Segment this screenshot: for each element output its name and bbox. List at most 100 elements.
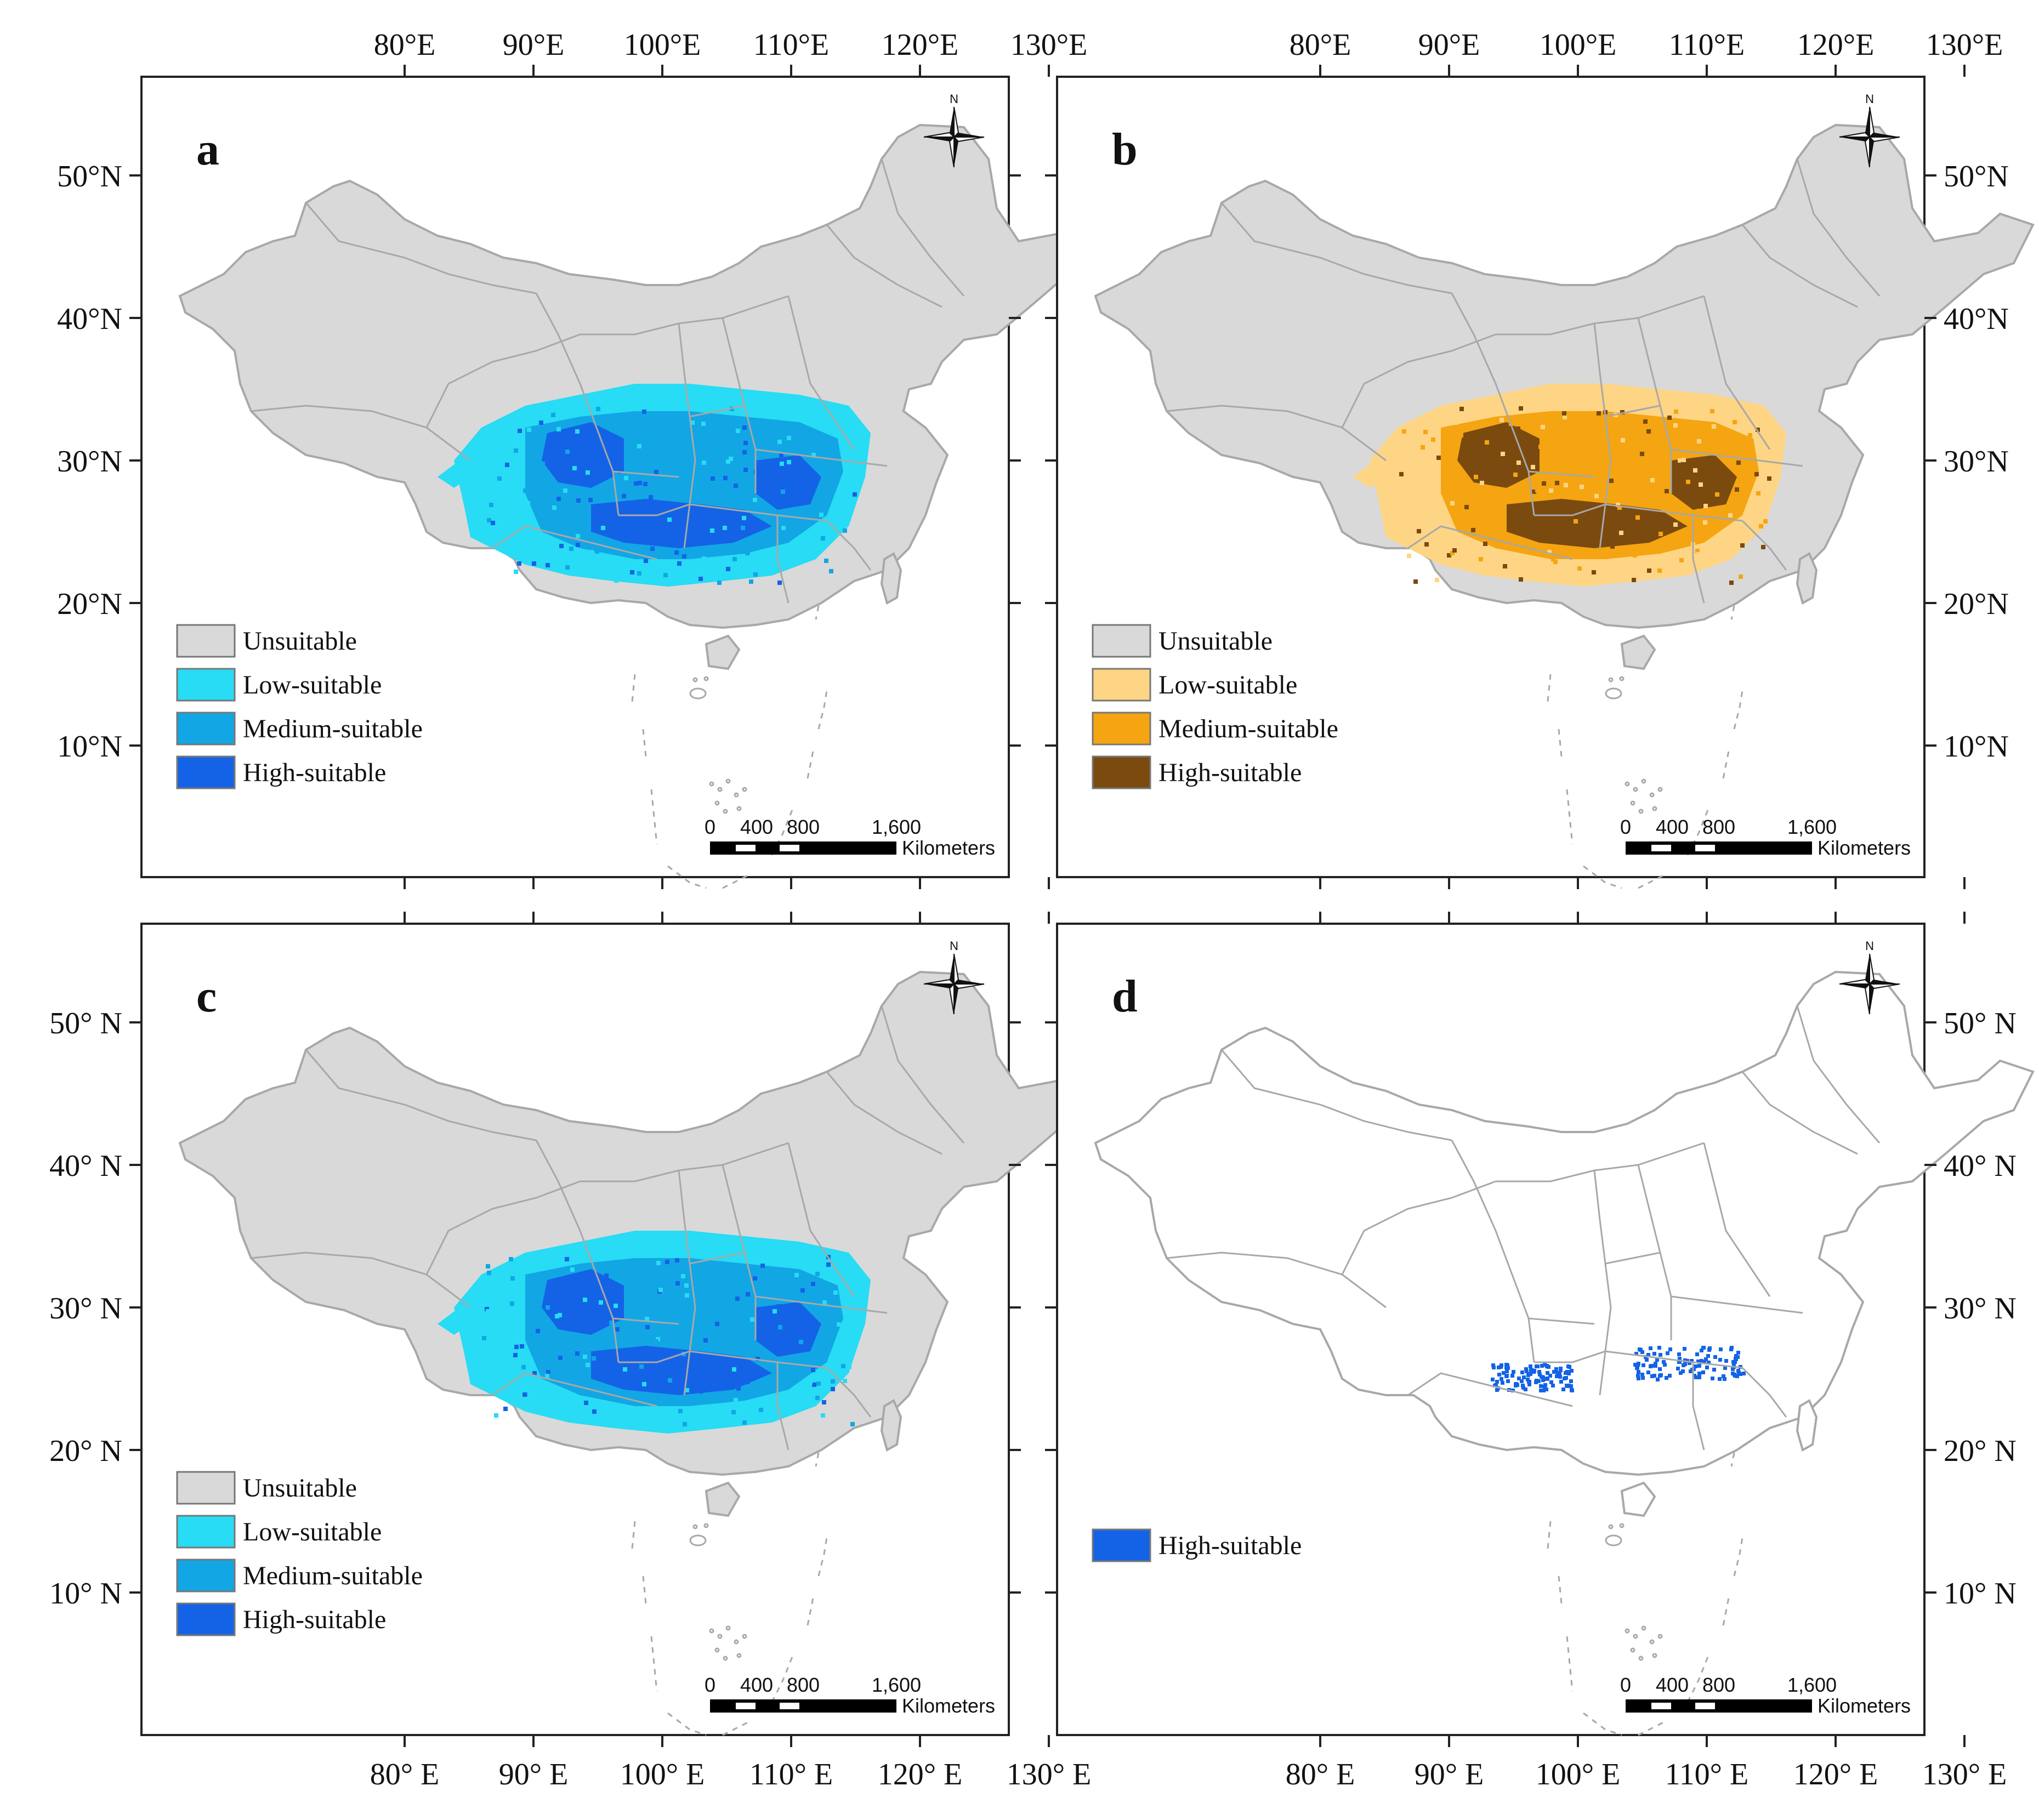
north-arrow-label: N	[950, 92, 958, 106]
suitability-cell	[1632, 578, 1636, 582]
suitability-cell	[1570, 1369, 1574, 1373]
suitability-cell	[779, 453, 783, 457]
suitability-cell	[732, 491, 736, 496]
suitability-cell	[1510, 1374, 1514, 1378]
suitability-cell	[1712, 1368, 1716, 1372]
suitability-cell	[1662, 1360, 1666, 1364]
high-suitable-area	[756, 455, 821, 510]
suitability-cell	[1515, 488, 1519, 493]
suitability-cell	[753, 498, 757, 502]
suitability-cell	[1763, 519, 1768, 524]
suitability-cell	[1655, 1358, 1659, 1362]
suitability-cell	[781, 490, 785, 494]
suitability-cell	[645, 1325, 650, 1329]
suitability-cell	[762, 445, 766, 450]
suitability-cell	[1731, 1360, 1735, 1364]
latitude-label: 40° N	[49, 1149, 122, 1183]
suitability-cell	[1435, 578, 1439, 582]
suitability-cell	[1615, 561, 1619, 565]
suitability-cell	[565, 1257, 569, 1261]
suitability-cell	[551, 413, 555, 417]
suitability-cell	[1686, 480, 1690, 484]
suitability-cell	[1616, 503, 1620, 507]
suitability-cell	[1659, 1353, 1662, 1357]
latitude-label: 30°N	[57, 445, 122, 479]
suitability-cell	[1559, 1368, 1563, 1372]
suitability-cell	[1478, 490, 1482, 494]
suitability-cell	[1544, 1387, 1548, 1391]
map-panel-c: c N 80° E 90° E 100° E 110° E 120° E 130° E 50° …	[49, 912, 1118, 1791]
suitability-cell	[1673, 522, 1678, 527]
scale-bar-tick-label: 0	[1620, 816, 1631, 838]
suitability-cell	[1447, 553, 1451, 558]
suitability-cell	[1512, 1370, 1515, 1374]
suitability-cell	[685, 1293, 689, 1298]
suitability-cell	[1712, 446, 1717, 450]
latitude-label: 10° N	[1944, 1577, 2017, 1611]
longitude-label: 110°E	[753, 28, 830, 62]
suitability-cell	[1679, 1371, 1683, 1375]
suitability-cell	[521, 1365, 526, 1369]
suitability-cell	[1529, 1364, 1532, 1368]
suitability-cell	[1659, 1373, 1663, 1377]
suitability-cell	[1506, 1363, 1509, 1367]
suitability-cell	[610, 407, 614, 412]
suitability-cell	[1701, 1370, 1705, 1374]
scale-bar-unit: Kilometers	[902, 1694, 995, 1717]
suitability-cell	[826, 1294, 830, 1298]
suitability-cell	[1688, 1361, 1691, 1365]
suitability-cell	[1491, 1363, 1495, 1367]
suitability-cell	[1500, 418, 1504, 422]
suitability-cell	[1636, 1374, 1640, 1378]
suitability-cell	[583, 1298, 587, 1302]
legend-swatch	[1092, 668, 1151, 702]
north-arrow-label: N	[1865, 92, 1874, 106]
suitability-cell	[576, 543, 580, 547]
suitability-cell	[1491, 1378, 1495, 1381]
legend-swatch	[176, 668, 236, 702]
suitability-cell	[1497, 1366, 1501, 1369]
suitability-cell	[821, 536, 825, 541]
suitability-cell	[491, 1292, 496, 1296]
scale-bar-tick-label: 800	[1702, 1674, 1735, 1696]
suitability-cell	[736, 1386, 741, 1391]
suitability-cell	[554, 1369, 558, 1373]
suitability-cell	[547, 1260, 551, 1265]
suitability-cell	[1642, 1363, 1645, 1367]
scale-bar-unit: Kilometers	[1818, 837, 1911, 859]
suitability-cell	[656, 1261, 661, 1265]
suitability-cell	[638, 481, 642, 485]
suitability-cell	[1527, 1383, 1531, 1386]
suitability-cell	[1697, 1372, 1701, 1375]
suitability-cell	[742, 425, 747, 430]
suitability-cell	[654, 470, 658, 474]
suitability-cell	[1679, 558, 1684, 562]
suitability-cell	[565, 565, 570, 570]
legend-label: High-suitable	[1158, 758, 1302, 787]
suitability-cell	[1732, 1363, 1736, 1367]
suitability-cell	[1554, 1367, 1558, 1371]
suitability-cell	[1678, 458, 1682, 463]
suitability-cell	[1493, 1384, 1497, 1387]
suitability-cell	[703, 1338, 708, 1343]
suitability-cell	[514, 570, 518, 574]
legend: Unsuitable Low-suitable Medium-suitable Hig…	[176, 1471, 423, 1636]
suitability-cell	[1505, 1369, 1509, 1373]
suitability-cell	[532, 1371, 537, 1375]
suitability-cell	[844, 488, 849, 492]
suitability-cell	[1520, 1379, 1524, 1383]
suitability-cell	[576, 1356, 581, 1361]
suitability-cell	[596, 543, 600, 548]
latitude-label: 40°N	[57, 302, 122, 336]
suitability-cell	[1707, 1361, 1711, 1364]
suitability-cell	[596, 407, 600, 411]
suitability-cell	[1649, 1346, 1652, 1350]
suitability-cell	[589, 550, 593, 554]
suitability-cell	[1547, 550, 1552, 554]
suitability-cell	[1666, 552, 1670, 556]
suitability-cell	[485, 462, 489, 467]
suitability-cell	[719, 1337, 724, 1341]
suitability-cell	[1541, 425, 1545, 429]
